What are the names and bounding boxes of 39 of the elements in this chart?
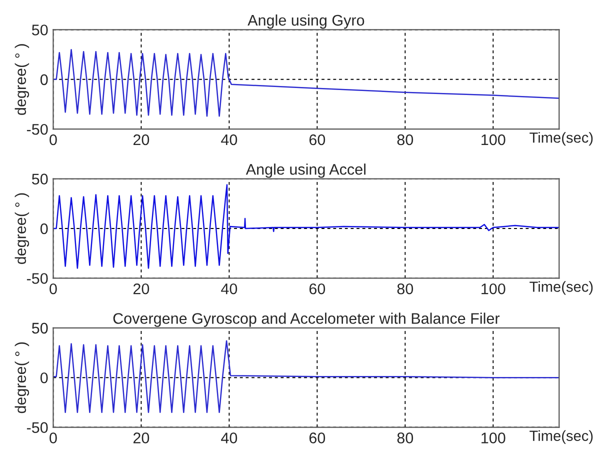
x-tick-label: 20: [133, 432, 150, 444]
y-tick-label: 0: [40, 372, 48, 384]
line-series: [53, 340, 560, 414]
x-tick-label: 0: [50, 283, 57, 294]
line-series: [53, 184, 560, 269]
x-tick-label: 60: [309, 134, 326, 146]
y-tick-label: -50: [26, 422, 48, 433]
x-tick-label: 100: [482, 134, 506, 146]
y-tick-label: 50: [32, 24, 48, 36]
x-tick-label: 100: [482, 283, 506, 294]
y-tick-label: 0: [40, 223, 48, 234]
chart-title: Angle using Gyro: [248, 14, 364, 29]
chart-title: Covergene Gyroscop and Accelometer with Balance Filer: [113, 312, 500, 327]
x-tick-label: 60: [309, 283, 326, 294]
y-tick-label: -50: [26, 273, 48, 284]
x-tick-label: 40: [221, 283, 238, 294]
y-tick-label: 0: [40, 74, 48, 86]
x-tick-label: 40: [221, 134, 238, 146]
x-axis-title: Time(sec): [530, 430, 593, 444]
x-tick-label: 20: [133, 134, 150, 146]
x-tick-label: 0: [50, 432, 57, 444]
y-axis-title: degree( ° ): [14, 44, 30, 115]
x-tick-label: 20: [133, 283, 150, 294]
line-series: [53, 48, 560, 117]
x-tick-label: 80: [397, 432, 414, 444]
x-tick-label: 80: [397, 134, 414, 146]
x-tick-label: 80: [397, 283, 414, 294]
y-tick-label: 50: [32, 322, 48, 334]
x-tick-label: 60: [309, 432, 326, 444]
x-tick-label: 0: [50, 134, 57, 146]
y-tick-label: 50: [32, 174, 48, 184]
x-tick-label: 100: [482, 432, 506, 444]
y-tick-label: -50: [26, 124, 48, 135]
chart-title: Angle using Accel: [246, 164, 366, 178]
x-tick-label: 40: [221, 432, 238, 444]
x-axis-title: Time(sec): [530, 281, 593, 295]
y-axis-title: degree( ° ): [14, 342, 30, 414]
y-axis-title: degree( ° ): [14, 193, 30, 264]
x-axis-title: Time(sec): [530, 132, 593, 146]
